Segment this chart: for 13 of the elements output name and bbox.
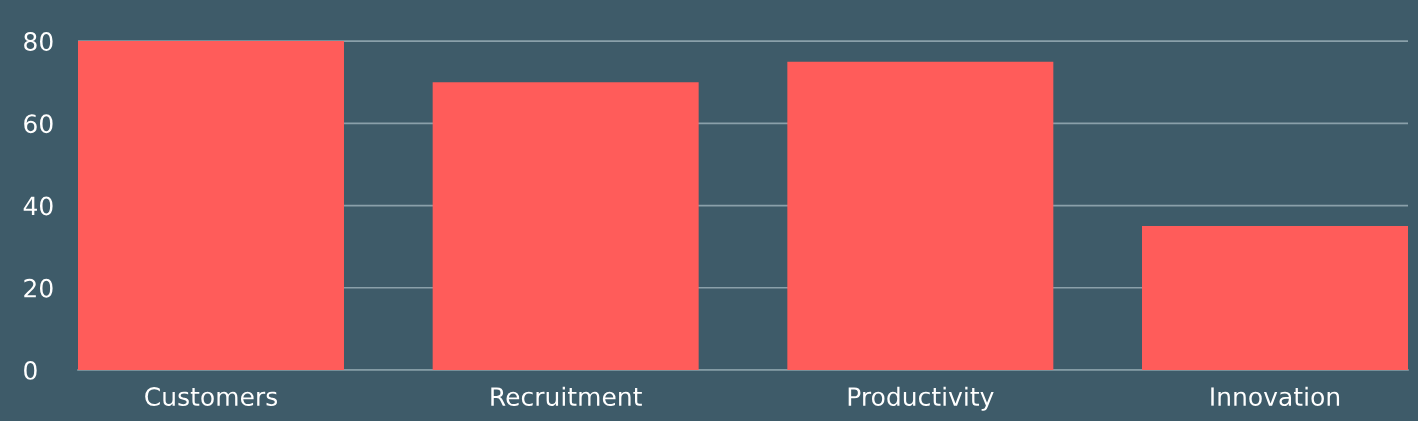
x-tick-label: Customers	[145, 387, 278, 407]
y-tick-label: 20	[24, 278, 53, 298]
y-tick-label: 40	[23, 196, 53, 216]
y-tick-label: 80	[24, 32, 53, 51]
y-tick-label: 60	[24, 114, 53, 134]
bar	[432, 82, 699, 370]
y-tick-label: 0	[24, 360, 37, 380]
x-tick-label: Productivity	[848, 386, 994, 411]
bar	[787, 61, 1054, 370]
x-tick-label: Innovation	[1211, 386, 1340, 407]
bar	[78, 41, 344, 370]
x-tick-label: Recruitment	[491, 386, 642, 407]
bar	[1142, 226, 1408, 370]
